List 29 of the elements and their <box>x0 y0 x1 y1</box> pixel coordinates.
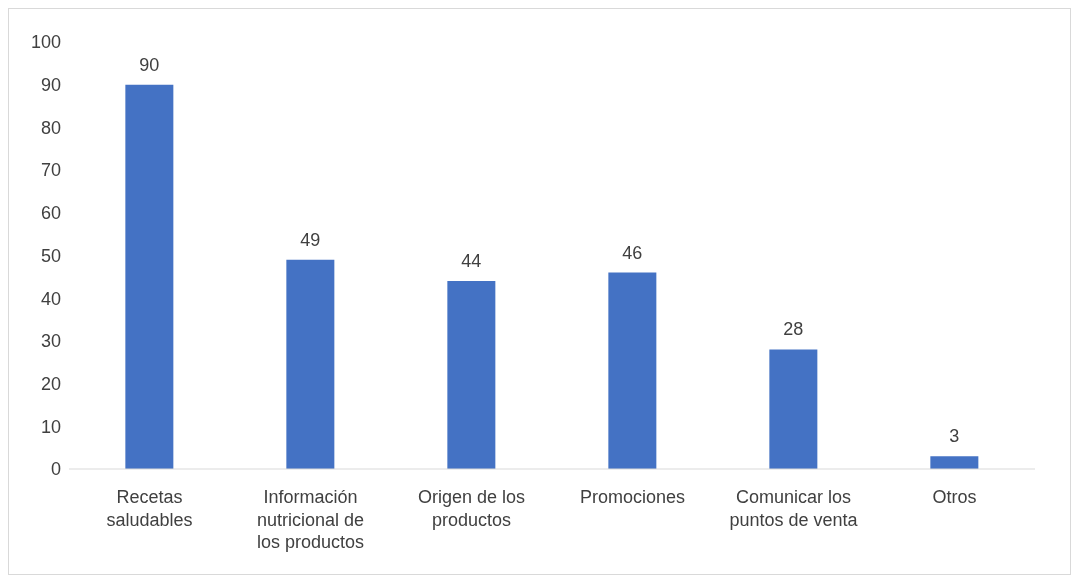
bar <box>286 259 335 469</box>
data-label: 90 <box>139 54 160 75</box>
y-tick-label: 80 <box>40 117 61 138</box>
y-tick-label: 70 <box>40 160 61 181</box>
y-tick-label: 100 <box>30 32 61 53</box>
x-tick-label: Recetas saludables <box>106 487 193 530</box>
bar <box>769 349 818 469</box>
data-label: 46 <box>622 242 643 263</box>
y-tick-label: 10 <box>40 416 61 437</box>
x-tick-label: Promociones <box>579 487 686 507</box>
bar <box>608 272 657 469</box>
y-tick-label: 40 <box>40 288 61 309</box>
x-tick-label: Origen de los productos <box>417 487 526 530</box>
bar <box>930 456 979 469</box>
data-label: 28 <box>783 319 804 340</box>
y-tick-label: 50 <box>40 245 61 266</box>
y-tick-label: 90 <box>40 75 61 96</box>
y-tick-label: 60 <box>40 203 61 224</box>
bar <box>447 281 496 469</box>
x-tick-label: Otros <box>932 487 977 507</box>
bar <box>125 84 174 469</box>
y-tick-label: 0 <box>50 459 61 480</box>
x-tick-label: Información nutricional de los productos <box>256 487 365 552</box>
x-tick-label: Comunicar los puntos de venta <box>729 487 859 530</box>
y-tick-label: 20 <box>40 373 61 394</box>
data-label: 3 <box>949 426 960 447</box>
data-label: 44 <box>461 251 482 272</box>
y-tick-label: 30 <box>40 331 61 352</box>
data-label: 49 <box>300 229 321 250</box>
